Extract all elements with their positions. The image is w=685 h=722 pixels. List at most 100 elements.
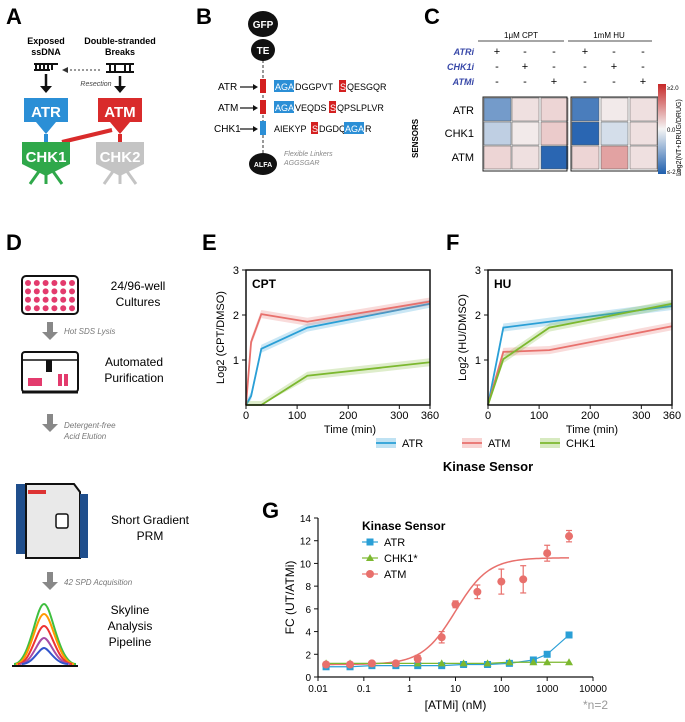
series-band-atm	[488, 322, 672, 405]
x-tick-label: 300	[632, 410, 650, 422]
row-label-atm: ATM	[452, 152, 474, 164]
y-tick-label: 1	[233, 355, 239, 367]
heatmap-cell	[629, 145, 658, 170]
treatment-mark: -	[552, 61, 556, 73]
arrow-label-3: Acid Elution	[63, 432, 107, 441]
point-atm	[437, 633, 446, 642]
panel-label-a: A	[6, 4, 22, 29]
treatment-mark: -	[495, 61, 499, 73]
well	[60, 280, 67, 286]
well	[42, 288, 49, 295]
x-tick-label: 10	[450, 684, 462, 695]
legend-marker-chk1	[366, 554, 374, 561]
atm-kinase: ATM	[98, 98, 142, 134]
well	[25, 305, 31, 312]
step-2-line-1: Automated	[105, 355, 163, 369]
linker-label-2: AGGSGAR	[283, 160, 319, 167]
footnote-n: *n=2	[583, 698, 608, 712]
down-arrow-left	[40, 74, 52, 93]
heatmap-frame-cpt	[482, 96, 568, 172]
point-atm	[367, 659, 376, 668]
scale-bottom: ≤-2.0	[667, 170, 681, 176]
gfp-label: GFP	[253, 20, 274, 31]
x-tick-label: 100	[493, 684, 510, 695]
heatmap-cell	[511, 97, 540, 122]
legend-marker-atr	[366, 538, 374, 546]
ssdna-icon	[34, 63, 58, 71]
treatment-label: ATRi	[453, 47, 475, 57]
series-band-atr	[488, 301, 672, 405]
row-label-chk1: CHK1	[445, 128, 474, 140]
heatmap-cell	[540, 145, 569, 170]
well	[25, 296, 31, 303]
heatmap-cell	[600, 97, 629, 122]
well	[33, 296, 40, 303]
seq-mid: VEQDS	[295, 103, 327, 113]
seq-post: QESGQR	[347, 82, 387, 92]
step-4-line-3: Pipeline	[109, 635, 152, 649]
point-atm	[451, 600, 460, 609]
point-atm	[391, 659, 400, 668]
cross-arrows	[44, 128, 122, 144]
chk2-label: CHK2	[100, 149, 141, 166]
well	[60, 296, 67, 303]
series-band-atm	[246, 297, 430, 405]
series-line-atr	[245, 302, 431, 406]
color-scale-bar	[658, 84, 666, 174]
atm-label: ATM	[104, 104, 135, 121]
arrow-label-4: 42 SPD Acquisition	[64, 578, 133, 587]
y-tick-label: 12	[300, 537, 312, 548]
heatmap-cell	[600, 145, 629, 170]
seq-highlight: AGA	[345, 124, 364, 134]
point-chk1	[543, 658, 552, 666]
down-arrow-1	[42, 322, 58, 340]
seq-phosphosite: S	[312, 124, 318, 134]
chart-atmi-dose: 0.01 0.1 1 10 100 1000 10000 0 2 4 6 8 10 12 14 [ATMi] …	[283, 514, 608, 712]
treatment-mark: -	[552, 46, 556, 58]
step-2-line-2: Purification	[104, 371, 163, 385]
legend-label-atm: ATM	[488, 438, 510, 450]
point-atm	[565, 532, 574, 541]
resection-arrow-head	[62, 67, 68, 73]
y-tick-label: 14	[300, 514, 312, 525]
y-tick-label: 10	[300, 559, 312, 570]
scale-mid: 0.0	[667, 128, 676, 134]
ssdna-title-1: Exposed	[27, 36, 65, 46]
plot-frame	[245, 269, 431, 406]
treatment-label: ATMi	[452, 77, 475, 87]
seq-post: QPSLPLVR	[337, 103, 384, 113]
heatmap-cell	[483, 145, 512, 170]
down-arrow-2	[42, 414, 58, 432]
y-axis-label: Log2 (HU/DMSO)	[457, 294, 469, 381]
treatment-mark: +	[522, 61, 528, 73]
step-1-line-2: Cultures	[116, 295, 161, 309]
chk2-kinase: CHK2	[96, 142, 144, 185]
point-atm	[413, 654, 422, 663]
x-tick-label: 1000	[536, 684, 559, 695]
x-tick-label: 0	[485, 410, 491, 422]
mass-spectrometer-icon	[16, 483, 88, 559]
well	[33, 288, 40, 295]
point-atr	[565, 631, 573, 639]
heatmap-cell	[629, 121, 658, 146]
alfa-label: ALFA	[254, 162, 272, 169]
x-tick-label: 200	[581, 410, 599, 422]
seq-mid: DGGPVT	[295, 82, 334, 92]
well-plate-icon	[21, 275, 79, 315]
liquid-handler-icon	[21, 351, 79, 394]
atr-label: ATR	[31, 104, 61, 121]
col-group-cpt: 1μM CPT	[504, 31, 538, 40]
well	[51, 288, 58, 295]
well	[33, 305, 40, 312]
heatmap-cell	[571, 97, 600, 122]
treatment-mark: -	[612, 46, 616, 58]
panel-label-b: B	[196, 4, 212, 29]
heatmap-cell	[511, 145, 540, 170]
point-atm	[497, 577, 506, 586]
down-arrow-3	[42, 572, 58, 590]
panel-c: 1μM CPT 1mM HU ATRi + - - + - - CHK1i - + - - + - ATMi…	[411, 31, 683, 176]
chromatogram-icon	[12, 602, 78, 667]
seq-phosphosite: S	[340, 82, 346, 92]
